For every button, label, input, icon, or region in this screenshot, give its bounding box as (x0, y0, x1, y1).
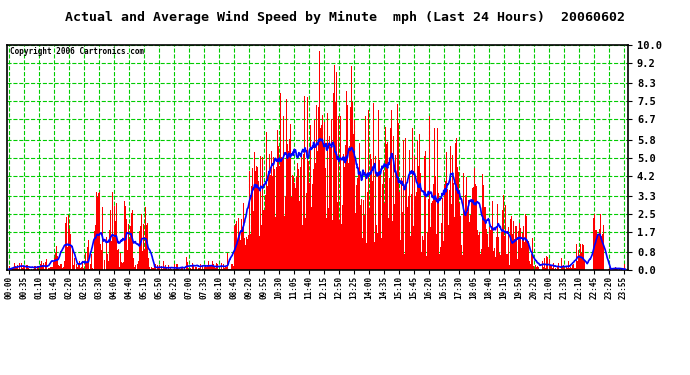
Text: Actual and Average Wind Speed by Minute  mph (Last 24 Hours)  20060602: Actual and Average Wind Speed by Minute … (65, 11, 625, 24)
Text: Copyright 2006 Cartronics.com: Copyright 2006 Cartronics.com (10, 47, 144, 56)
